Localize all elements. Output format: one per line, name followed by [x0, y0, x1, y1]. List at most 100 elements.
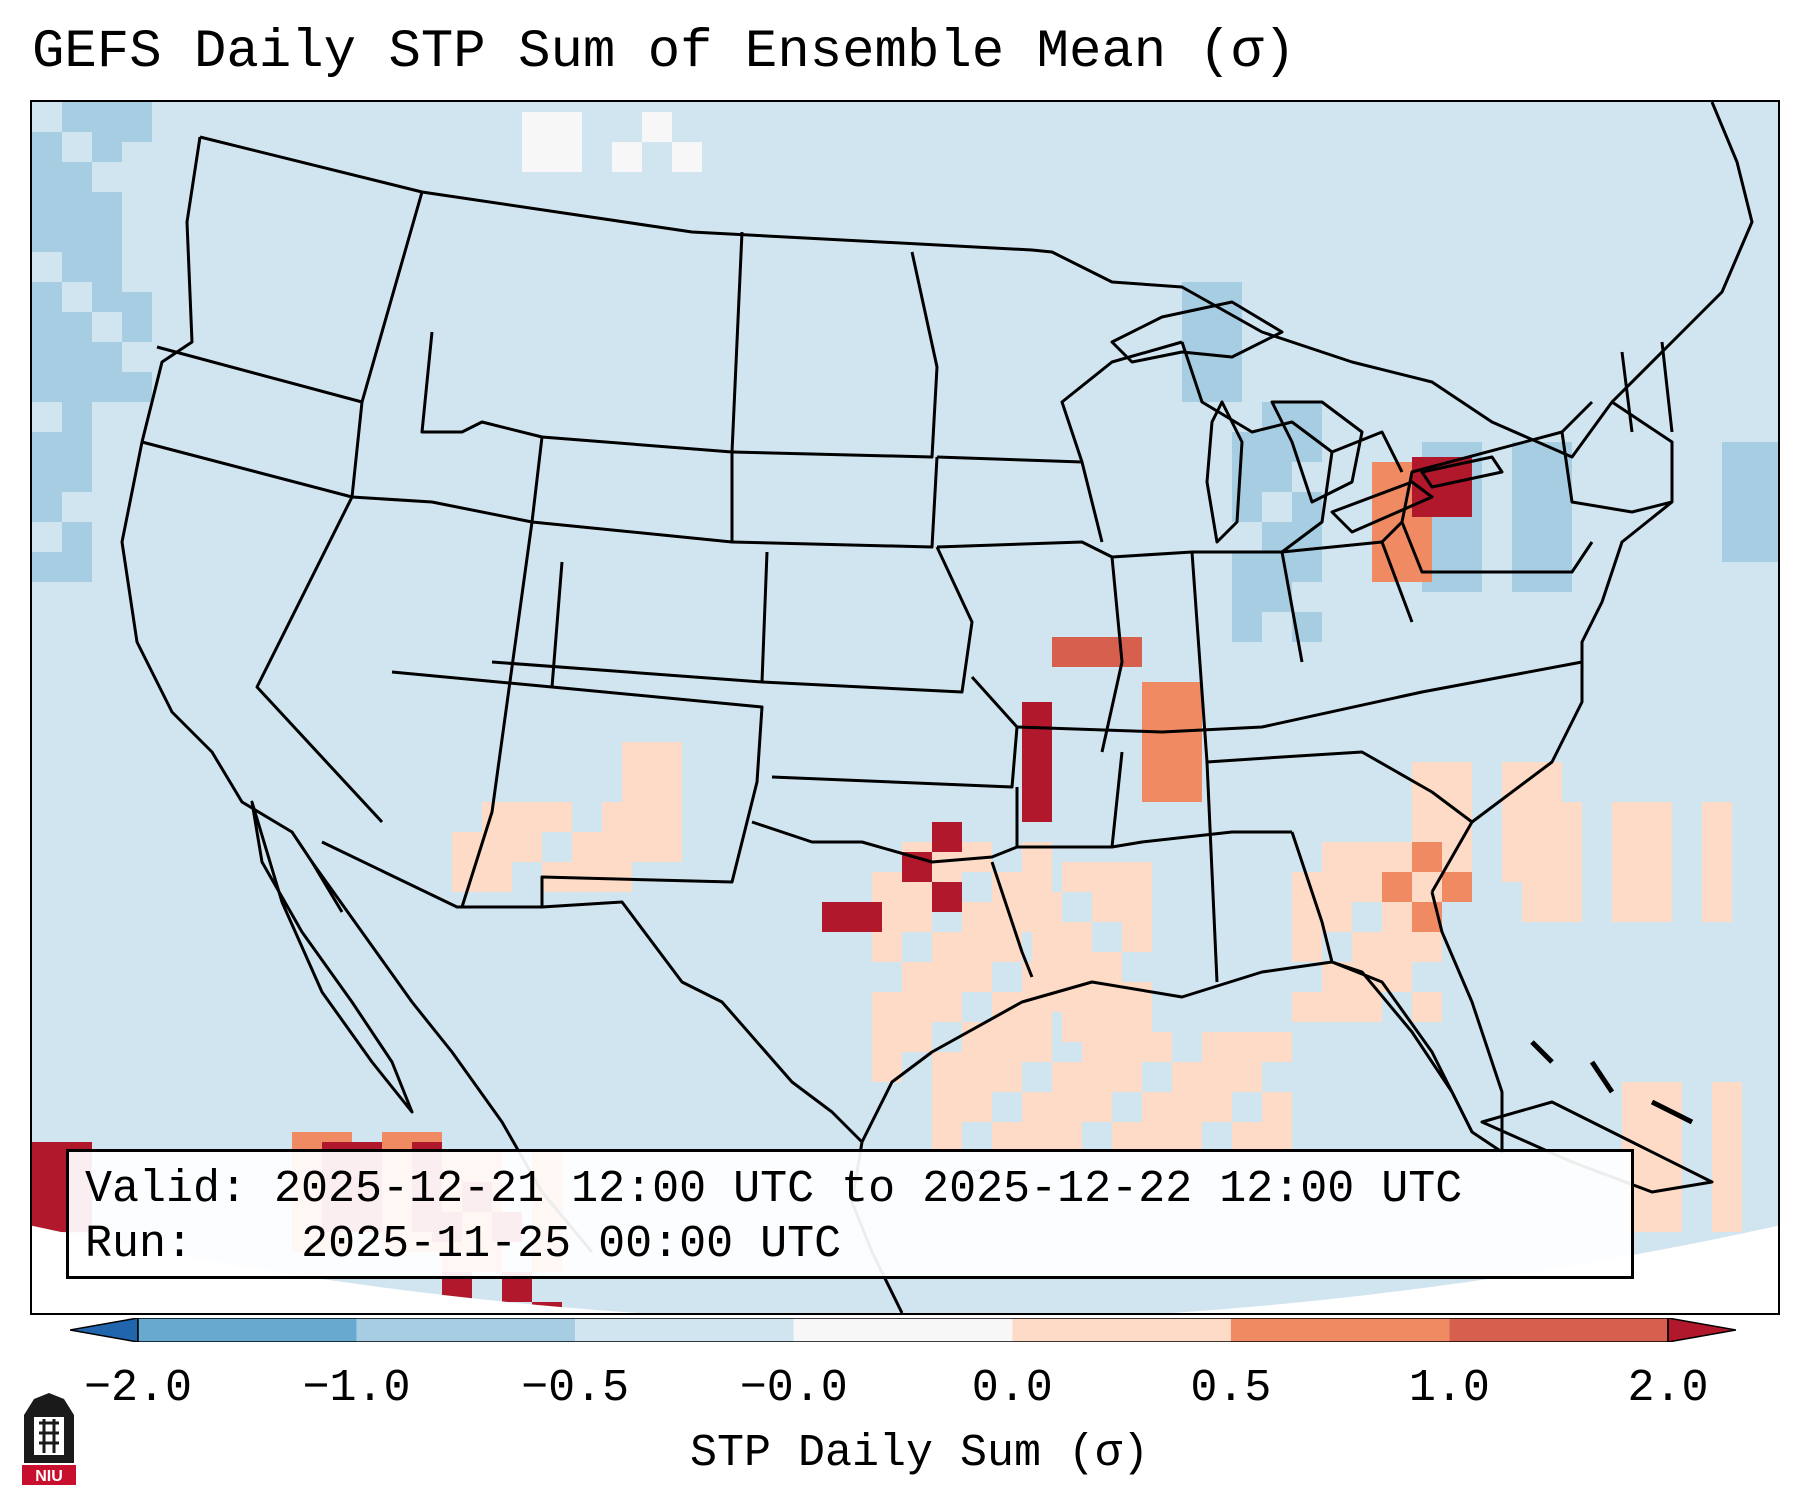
stp-cell [532, 1302, 562, 1313]
stp-cell [1122, 922, 1152, 952]
stp-cell [122, 142, 152, 172]
stp-cell [1542, 532, 1572, 562]
stp-cell [62, 342, 92, 372]
stp-cell [1172, 1062, 1202, 1092]
stp-cell [1322, 992, 1352, 1022]
stp-cell [932, 992, 962, 1022]
stp-cell [1032, 892, 1062, 922]
colorbar-segment [575, 1318, 794, 1342]
stp-cell [1512, 562, 1542, 592]
stp-cell [1652, 1142, 1682, 1172]
stp-cell [122, 232, 152, 262]
stp-cell [1552, 892, 1582, 922]
stp-cell [1022, 1032, 1052, 1062]
stp-cell [62, 462, 92, 492]
stp-cell [992, 1062, 1022, 1092]
stp-cell [1352, 932, 1382, 962]
colorbar-segment [1012, 1318, 1231, 1342]
colorbar-segment [356, 1318, 576, 1342]
stp-cell [1142, 1092, 1172, 1122]
stp-cell [472, 1302, 502, 1313]
stp-cell [1112, 637, 1142, 667]
stp-cell [1262, 1122, 1292, 1152]
stp-cell [512, 802, 542, 832]
stp-cell [1352, 872, 1382, 902]
lake-huron [1270, 400, 1364, 504]
stp-cell [32, 162, 62, 192]
lake-erie [1330, 480, 1434, 534]
colorbar-tick-label: −1.0 [302, 1363, 411, 1414]
stp-cell [62, 432, 92, 462]
stp-cell [1612, 832, 1642, 862]
stp-cell [1722, 532, 1752, 562]
stp-cell [32, 462, 62, 492]
stp-cell [1262, 432, 1292, 462]
colorbar-segment [138, 1318, 357, 1342]
stp-cell [1552, 802, 1582, 832]
colorbar-tick-label: −0.0 [739, 1363, 848, 1414]
stp-cell [1642, 892, 1672, 922]
stp-cell [1752, 502, 1778, 532]
stp-cell [32, 222, 62, 252]
stp-cell [1612, 892, 1642, 922]
stp-cell [1292, 492, 1322, 522]
stp-cell [1622, 1112, 1652, 1142]
stp-cell [122, 172, 152, 202]
stp-cell [1062, 922, 1092, 952]
stp-cell [552, 112, 582, 142]
east-coast [1430, 400, 1674, 893]
valid-info-box: Valid: 2025-12-21 12:00 UTC to 2025-12-2… [66, 1149, 1634, 1279]
stp-cell [652, 832, 682, 862]
stp-cell [62, 192, 92, 222]
stp-cell [1622, 1082, 1652, 1112]
stp-cell [542, 802, 572, 832]
stp-cell [62, 552, 92, 582]
stp-cell [32, 492, 62, 522]
stp-cell [1122, 862, 1152, 892]
stp-cell [652, 802, 682, 832]
colorbar-extend-high [1667, 1318, 1736, 1342]
stp-cell [1122, 892, 1152, 922]
colorbar-outline [137, 1318, 1669, 1342]
stp-cell [1642, 802, 1672, 832]
svg-text:NIU: NIU [35, 1468, 63, 1485]
stp-cell [902, 902, 932, 932]
stp-cell [1082, 1062, 1112, 1092]
colorbar [70, 1318, 1736, 1342]
stp-cell [32, 1142, 62, 1172]
stp-cell [622, 742, 652, 772]
stp-cell [1142, 1122, 1172, 1152]
stp-cell [962, 932, 992, 962]
stp-cell [1232, 1032, 1262, 1062]
stp-cell [1292, 932, 1322, 962]
stp-cell [1232, 432, 1262, 462]
stp-cell [1522, 832, 1552, 862]
colorbar-label: STP Daily Sum (σ) [689, 1428, 1150, 1479]
colorbar-extend-low [70, 1318, 139, 1342]
stp-cell [1712, 1082, 1742, 1112]
stp-cell [1262, 1092, 1292, 1122]
stp-cell [1172, 712, 1202, 742]
colorbar-segment [1230, 1318, 1450, 1342]
stp-cell [1172, 742, 1202, 772]
us-mexico-border [321, 840, 864, 1144]
stp-cell [872, 932, 902, 962]
stp-cell [1142, 772, 1172, 802]
stp-cell [1232, 1122, 1262, 1152]
lake-michigan [1205, 400, 1244, 544]
stp-cell [62, 102, 92, 132]
stp-cell [92, 372, 122, 402]
stp-cell [1172, 772, 1202, 802]
stp-cell [1382, 902, 1412, 932]
stp-cell [1092, 952, 1122, 982]
stp-cell [932, 1092, 962, 1122]
map-canvas [32, 102, 1778, 1313]
stp-cell [1702, 802, 1732, 832]
stp-cell [1052, 1092, 1082, 1122]
stp-cell [1232, 612, 1262, 642]
stp-cell [1412, 992, 1442, 1022]
stp-cell [1202, 1092, 1232, 1122]
run-value: 2025-11-25 00:00 UTC [301, 1219, 842, 1270]
stp-cell [652, 742, 682, 772]
stp-cell [1172, 682, 1202, 712]
